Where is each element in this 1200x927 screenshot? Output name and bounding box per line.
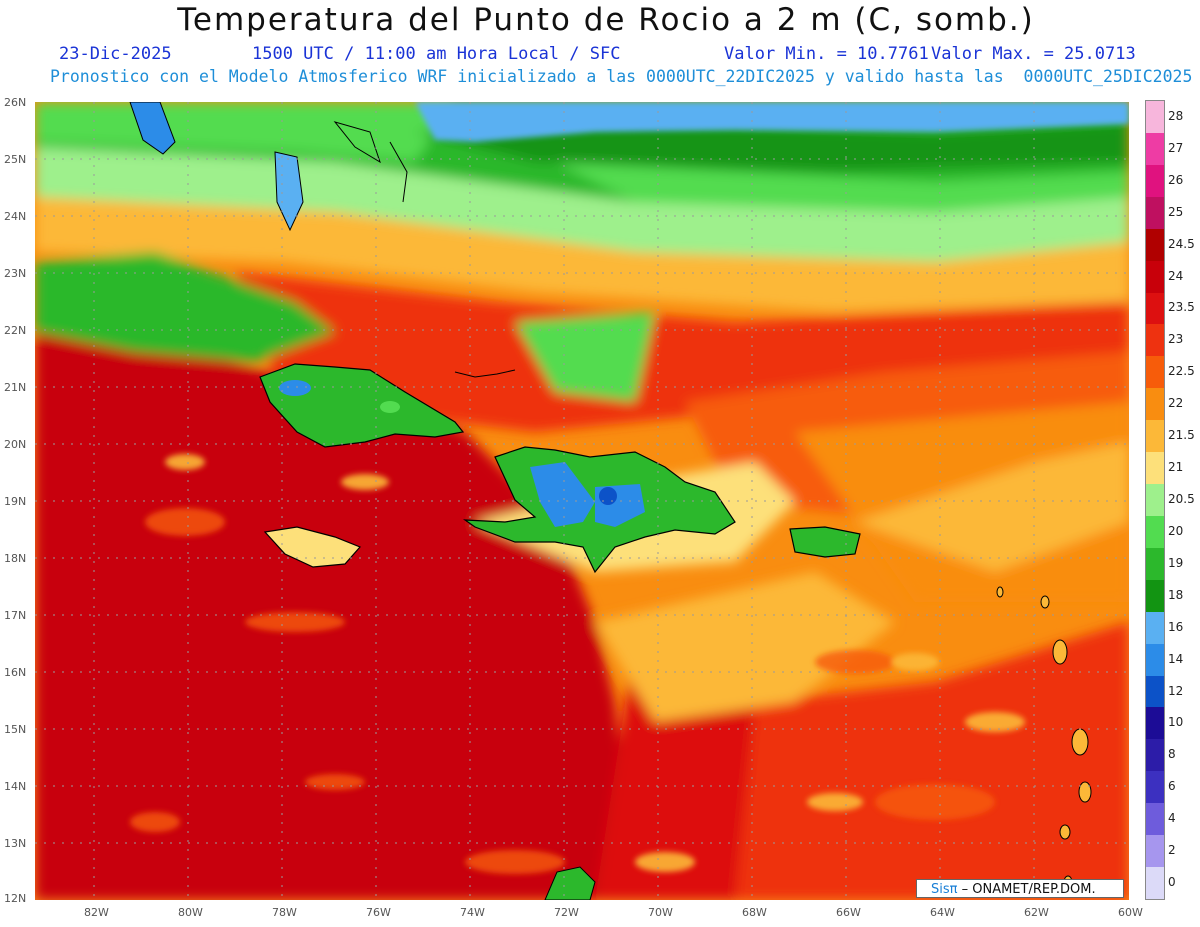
- color-scale-segment: [1146, 771, 1164, 804]
- jamaica-island: [263, 526, 362, 568]
- credit-text: – ONAMET/REP.DOM.: [961, 882, 1096, 897]
- lon-label-78w: 78W: [272, 906, 297, 919]
- lon-label-64w: 64W: [930, 906, 955, 919]
- lat-label-12n: 12N: [4, 892, 27, 905]
- lon-label-74w: 74W: [460, 906, 485, 919]
- forecast-date: 23-Dic-2025: [59, 44, 172, 64]
- florida-coast: [129, 102, 176, 155]
- color-scale-segment: [1146, 707, 1164, 740]
- color-scale-label: 10: [1168, 715, 1184, 730]
- color-scale-label: 20.5: [1168, 492, 1195, 506]
- lat-label-22n: 22N: [4, 324, 27, 337]
- color-scale-segment: [1146, 611, 1164, 645]
- color-scale-segment: [1146, 739, 1164, 772]
- lat-label-18n: 18N: [4, 552, 27, 565]
- lon-label-76w: 76W: [366, 906, 391, 919]
- color-scale-label: 20: [1168, 523, 1184, 538]
- lon-label-62w: 62W: [1024, 906, 1049, 919]
- lat-label-21n: 21N: [4, 381, 27, 394]
- color-scale-label: 24: [1168, 268, 1184, 283]
- color-scale-segment: [1146, 452, 1164, 485]
- puerto-rico-island: [789, 526, 861, 558]
- color-scale-segment: [1146, 803, 1164, 836]
- map-title: Temperatura del Punto de Rocio a 2 m (C,…: [177, 2, 1035, 38]
- color-scale-segment: [1146, 835, 1164, 868]
- color-scale-label: 28: [1168, 108, 1184, 123]
- color-scale-label: 4: [1168, 811, 1176, 826]
- color-scale-segment: [1146, 228, 1164, 262]
- forecast-time: 1500 UTC / 11:00 am Hora Local / SFC: [252, 44, 621, 64]
- min-value: Valor Min. = 10.7761: [724, 44, 929, 64]
- color-scale-segment: [1146, 643, 1164, 677]
- credit-box: Sisπ – ONAMET/REP.DOM.: [916, 879, 1124, 898]
- color-scale-label: 2: [1168, 843, 1176, 858]
- color-scale-label: 26: [1168, 172, 1184, 187]
- color-scale-label: 19: [1168, 555, 1184, 570]
- lat-label-13n: 13N: [4, 837, 27, 850]
- lat-label-15n: 15N: [4, 723, 27, 736]
- max-value: Valor Max. = 25.0713: [931, 44, 1136, 64]
- color-scale-segment: [1146, 101, 1164, 134]
- color-scale-label: 21.5: [1168, 428, 1195, 443]
- color-scale-segment: [1146, 292, 1164, 325]
- map-canvas: [35, 102, 1129, 900]
- color-scale-label: 21: [1168, 460, 1184, 475]
- lon-label-80w: 80W: [178, 906, 203, 919]
- model-info: Pronostico con el Modelo Atmosferico WRF…: [50, 67, 1193, 86]
- lat-label-19n: 19N: [4, 495, 27, 508]
- color-scale-label: 22: [1168, 396, 1184, 411]
- lat-label-24n: 24N: [4, 210, 27, 223]
- color-scale-label: 12: [1168, 683, 1184, 698]
- sispi-logo-text: Sisπ: [931, 882, 958, 897]
- color-scale-segment: [1146, 579, 1164, 613]
- color-scale-segment: [1146, 388, 1164, 421]
- lat-label-23n: 23N: [4, 267, 27, 280]
- color-scale-segment: [1146, 324, 1164, 357]
- color-scale-segment: [1146, 132, 1164, 166]
- lat-label-26n: 26N: [4, 96, 27, 109]
- cuba-island: [259, 363, 465, 448]
- color-scale-label: 16: [1168, 619, 1184, 634]
- paraguana-peninsula: [544, 866, 596, 900]
- color-scale-segment: [1146, 420, 1164, 453]
- lat-label-25n: 25N: [4, 153, 27, 166]
- color-scale-segment: [1146, 484, 1164, 517]
- lon-label-72w: 72W: [554, 906, 579, 919]
- color-scale-label: 18: [1168, 587, 1184, 602]
- color-scale-label: 25: [1168, 204, 1184, 219]
- color-scale-label: 0: [1168, 875, 1176, 890]
- lon-label-82w: 82W: [84, 906, 109, 919]
- lat-label-17n: 17N: [4, 609, 27, 622]
- color-scale-label: 14: [1168, 651, 1184, 666]
- color-scale-label: 23: [1168, 332, 1184, 347]
- color-scale-segment: [1146, 356, 1164, 389]
- color-scale-label: 22.5: [1168, 364, 1195, 379]
- color-scale-segment: [1146, 196, 1164, 230]
- color-scale-segment: [1146, 260, 1164, 293]
- color-scale-bar: [1145, 100, 1165, 900]
- color-scale-segment: [1146, 164, 1164, 198]
- color-scale-label: 23.5: [1168, 300, 1195, 315]
- lat-label-20n: 20N: [4, 438, 27, 451]
- color-scale-label: 8: [1168, 747, 1176, 762]
- lon-label-68w: 68W: [742, 906, 767, 919]
- color-scale-segment: [1146, 867, 1164, 900]
- dewpoint-map: [35, 102, 1129, 900]
- lon-label-70w: 70W: [648, 906, 673, 919]
- color-scale-segment: [1146, 675, 1164, 708]
- lat-label-16n: 16N: [4, 666, 27, 679]
- color-scale-segment: [1146, 547, 1164, 581]
- lon-label-60w: 60W: [1118, 906, 1143, 919]
- lon-label-66w: 66W: [836, 906, 861, 919]
- color-scale-label: 6: [1168, 779, 1176, 794]
- color-scale-label: 24.5: [1168, 236, 1195, 251]
- color-scale-label: 27: [1168, 140, 1184, 155]
- lat-label-14n: 14N: [4, 780, 27, 793]
- color-scale-segment: [1146, 515, 1164, 549]
